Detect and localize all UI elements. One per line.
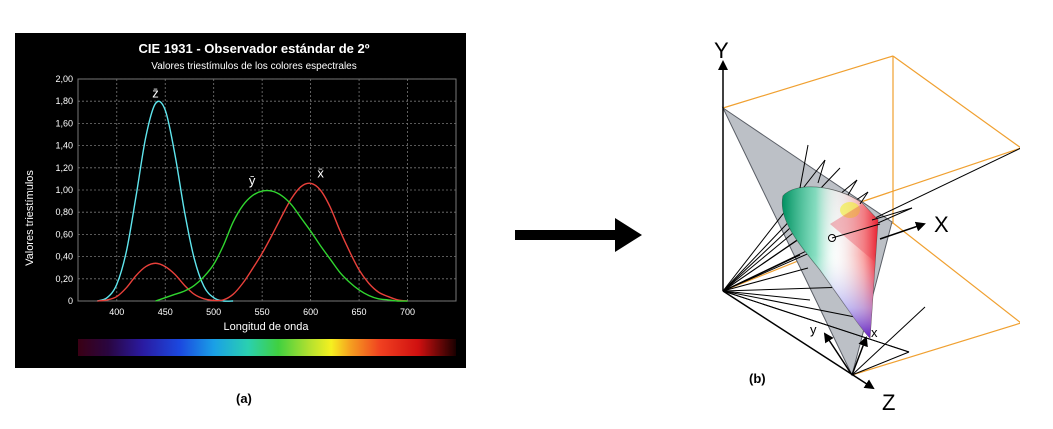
x-tick-label: 500 bbox=[206, 307, 221, 317]
spectrum-bar bbox=[78, 339, 456, 356]
series-line-0 bbox=[97, 100, 234, 302]
gamut-pink-tint bbox=[830, 204, 878, 262]
chart-title: CIE 1931 - Observador estándar de 2º bbox=[139, 41, 370, 56]
series-label-2: ȳ bbox=[249, 173, 256, 188]
series-line-1 bbox=[97, 182, 408, 302]
label-small-y: y bbox=[810, 322, 817, 337]
y-tick-label: 0,60 bbox=[55, 229, 73, 239]
y-tick-label: 0 bbox=[68, 296, 73, 306]
y-tick-label: 1,40 bbox=[55, 141, 73, 151]
series-layer bbox=[97, 100, 408, 302]
tick-labels: 0 0,20 0,40 0,60 0,80 1,00 1,20 1,40 1,60 1,80 2,0… bbox=[55, 74, 415, 317]
label-axis-z: Z bbox=[882, 390, 895, 415]
cie-3d-diagram: Y X Z y x bbox=[714, 38, 1020, 415]
y-tick-label: 1,60 bbox=[55, 118, 73, 128]
chart-subtitle: Valores triestímulos de los colores espe… bbox=[151, 61, 356, 72]
label-axis-y: Y bbox=[714, 38, 729, 63]
y-tick-label: 2,00 bbox=[55, 74, 73, 84]
axis-z-line bbox=[722, 290, 875, 390]
transition-arrow bbox=[515, 218, 642, 252]
gamut-yellow-tint bbox=[840, 202, 860, 218]
series-label-0: z̄ bbox=[152, 85, 159, 100]
x-tick-label: 700 bbox=[400, 307, 415, 317]
tristimulus-chart: CIE 1931 - Observador estándar de 2º Val… bbox=[24, 41, 457, 356]
axis-x-line bbox=[879, 221, 926, 240]
y-tick-label: 0,40 bbox=[55, 252, 73, 262]
small-x-arrow bbox=[851, 336, 868, 376]
series-line-2 bbox=[155, 189, 408, 302]
x-axis-label: Longitud de onda bbox=[223, 321, 309, 333]
x-tick-label: 650 bbox=[352, 307, 367, 317]
label-axis-x: X bbox=[934, 212, 949, 237]
small-y-arrow bbox=[823, 332, 853, 376]
x-tick-label: 550 bbox=[255, 307, 270, 317]
series-labels: z̄ x̄ ȳ bbox=[152, 85, 324, 188]
y-tick-label: 1,80 bbox=[55, 96, 73, 106]
x-tick-label: 600 bbox=[303, 307, 318, 317]
gamut-blue-tint bbox=[782, 186, 878, 338]
y-axis-label: Valores triestímulos bbox=[24, 170, 36, 266]
x-tick-label: 400 bbox=[109, 307, 124, 317]
cie-chart-panel: CIE 1931 - Observador estándar de 2º Val… bbox=[15, 33, 466, 368]
upper-rays bbox=[799, 144, 913, 221]
y-tick-label: 0,80 bbox=[55, 207, 73, 217]
label-small-x: x bbox=[871, 325, 878, 340]
x-tick-label: 450 bbox=[158, 307, 173, 317]
series-label-1: x̄ bbox=[317, 165, 324, 180]
caption-a: (a) bbox=[236, 391, 252, 406]
caption-b: (b) bbox=[749, 371, 766, 386]
y-tick-label: 0,20 bbox=[55, 274, 73, 284]
y-tick-label: 1,00 bbox=[55, 185, 73, 195]
y-tick-label: 1,20 bbox=[55, 163, 73, 173]
